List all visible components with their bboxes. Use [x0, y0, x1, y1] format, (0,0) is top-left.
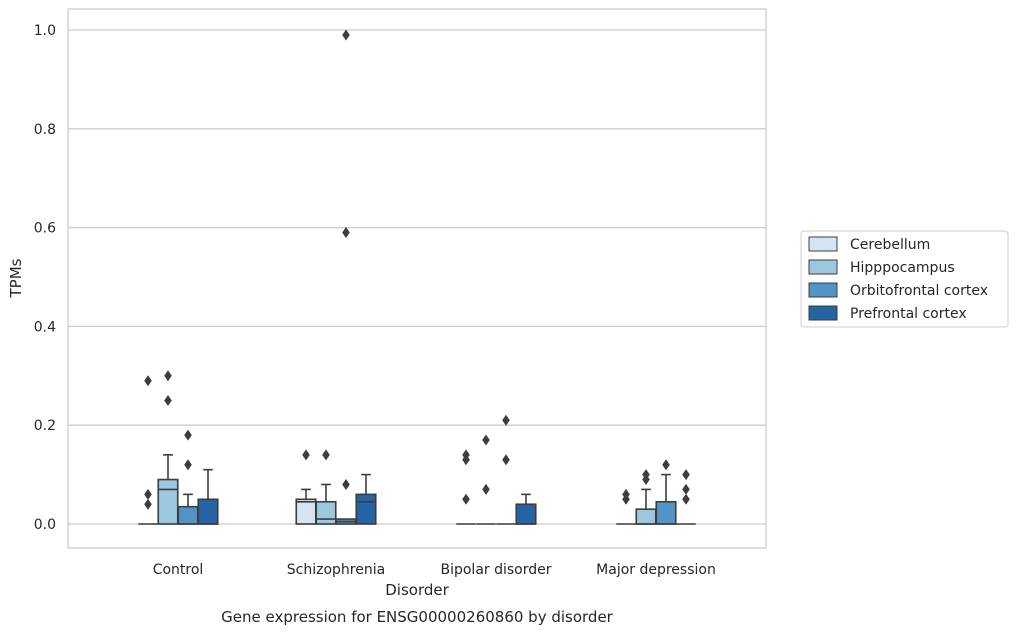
legend-swatch: [808, 236, 838, 252]
x-axis-ticks: Control Schizophrenia Bipolar disorder Majo…: [153, 562, 716, 578]
box-body: [157, 478, 179, 525]
legend-swatch: [808, 282, 838, 298]
outlier-point: [622, 488, 630, 500]
outlier-point: [302, 449, 310, 461]
box-2-2: [496, 414, 516, 525]
box-0-1: [295, 449, 317, 525]
outlier-point: [662, 459, 670, 471]
legend-frame: [800, 230, 1009, 328]
outlier-point: [642, 469, 650, 481]
outlier-point: [342, 29, 350, 41]
y-tick-label: 0.6: [34, 221, 56, 237]
outlier-point: [144, 488, 152, 500]
outlier-point: [502, 454, 510, 466]
outlier-point: [482, 434, 490, 446]
outlier-point: [322, 449, 330, 461]
box-0-3: [616, 488, 636, 525]
y-tick-label: 1.0: [34, 23, 56, 39]
box-1-1: [315, 449, 337, 525]
plot-frame: [67, 8, 767, 549]
box-body: [515, 503, 537, 525]
chart-caption: Gene expression for ENSG00000260860 by d…: [221, 608, 614, 626]
box-1-2: [476, 434, 496, 525]
outlier-point: [462, 449, 470, 461]
legend-swatch: [808, 305, 838, 321]
legend-label: Orbitofrontal cortex: [850, 283, 988, 299]
box-0-2: [456, 449, 476, 525]
gridlines: [68, 29, 766, 525]
box-series: [138, 29, 696, 525]
legend-label: Cerebellum: [850, 237, 930, 253]
y-tick-label: 0.4: [34, 319, 56, 335]
y-axis-title: TPMs: [7, 258, 25, 298]
outlier-point: [184, 459, 192, 471]
legend-label: Prefrontal cortex: [850, 306, 967, 322]
y-tick-label: 0.8: [34, 122, 56, 138]
outlier-point: [184, 429, 192, 441]
x-tick-label: Bipolar disorder: [440, 562, 551, 578]
outlier-point: [502, 414, 510, 426]
box-3-0: [197, 468, 219, 525]
box-3-3: [676, 469, 696, 525]
box-2-3: [655, 459, 677, 525]
outlier-point: [164, 370, 172, 382]
box-body: [635, 508, 657, 525]
box-3-2: [515, 493, 537, 525]
box-2-1: [335, 29, 357, 525]
legend-swatch: [808, 259, 838, 275]
outlier-point: [144, 375, 152, 387]
outlier-point: [164, 395, 172, 406]
legend-label: Hipppocampus: [850, 260, 955, 276]
x-tick-label: Major depression: [596, 562, 716, 578]
outlier-point: [342, 478, 350, 490]
y-axis-ticks: 0.0 0.2 0.4 0.6 0.8 1.0: [34, 23, 56, 533]
box-1-3: [635, 469, 657, 525]
box-body: [295, 498, 317, 525]
box-body: [177, 505, 199, 525]
box-body: [315, 500, 337, 525]
outlier-point: [482, 483, 490, 495]
legend: Cerebellum Hipppocampus Orbitofrontal cort…: [800, 230, 1009, 328]
y-tick-label: 0.0: [34, 517, 56, 533]
outlier-point: [682, 493, 690, 505]
outlier-point: [682, 469, 690, 481]
box-0-0: [138, 375, 158, 525]
box-2-0: [177, 429, 199, 525]
outlier-point: [342, 227, 350, 239]
x-axis-title: Disorder: [385, 581, 449, 599]
outlier-point: [462, 493, 470, 505]
outlier-point: [682, 483, 690, 495]
box-body: [655, 500, 677, 525]
box-body: [355, 493, 377, 525]
y-tick-label: 0.2: [34, 418, 56, 434]
outlier-point: [144, 498, 152, 510]
box-body: [197, 498, 219, 525]
box-1-0: [157, 370, 179, 525]
x-tick-label: Control: [153, 562, 204, 578]
box-3-1: [355, 473, 377, 525]
x-tick-label: Schizophrenia: [287, 562, 385, 578]
